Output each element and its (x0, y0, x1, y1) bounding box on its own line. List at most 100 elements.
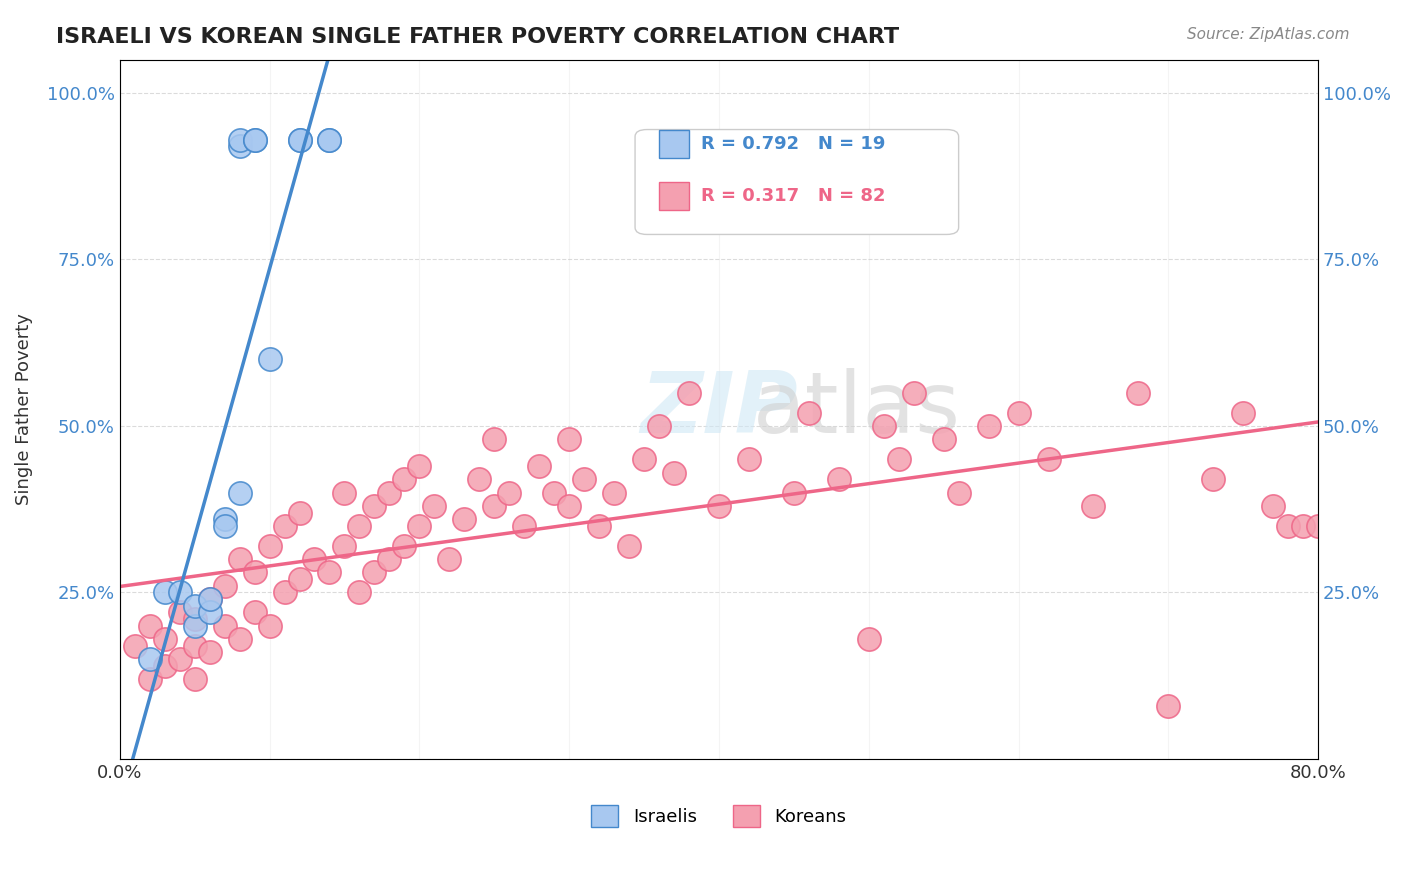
Koreans (378, 485, 401, 500)
Koreans (124, 639, 146, 653)
Koreans (1007, 406, 1029, 420)
Koreans (1292, 519, 1315, 533)
Koreans (363, 499, 385, 513)
Koreans (259, 619, 281, 633)
Israelis (198, 592, 221, 607)
Koreans (153, 658, 176, 673)
Koreans (243, 606, 266, 620)
Text: ZIP: ZIP (640, 368, 797, 450)
Israelis (288, 132, 311, 146)
Koreans (288, 572, 311, 586)
Koreans (1083, 499, 1105, 513)
Koreans (977, 419, 1000, 434)
Koreans (259, 539, 281, 553)
Koreans (1157, 698, 1180, 713)
Koreans (484, 432, 506, 446)
Koreans (873, 419, 896, 434)
Koreans (198, 592, 221, 607)
Koreans (1128, 385, 1150, 400)
Koreans (738, 452, 761, 467)
Koreans (439, 552, 461, 566)
Koreans (648, 419, 671, 434)
Israelis (169, 585, 191, 599)
FancyBboxPatch shape (636, 129, 959, 235)
Koreans (498, 485, 520, 500)
Koreans (797, 406, 820, 420)
Koreans (1232, 406, 1254, 420)
Koreans (198, 645, 221, 659)
Koreans (662, 466, 685, 480)
Y-axis label: Single Father Poverty: Single Father Poverty (15, 313, 32, 505)
Koreans (243, 566, 266, 580)
Koreans (527, 458, 550, 473)
Koreans (333, 485, 356, 500)
Israelis (228, 132, 250, 146)
Koreans (558, 432, 581, 446)
Koreans (887, 452, 910, 467)
Koreans (707, 499, 730, 513)
Koreans (378, 552, 401, 566)
Koreans (214, 619, 236, 633)
Koreans (228, 552, 250, 566)
Koreans (394, 472, 416, 486)
Koreans (858, 632, 880, 646)
Israelis (288, 132, 311, 146)
Koreans (214, 579, 236, 593)
Legend: Israelis, Koreans: Israelis, Koreans (583, 797, 853, 834)
Koreans (1202, 472, 1225, 486)
Koreans (932, 432, 955, 446)
Israelis (138, 652, 160, 666)
Israelis (153, 585, 176, 599)
Koreans (169, 652, 191, 666)
Koreans (453, 512, 475, 526)
Koreans (183, 672, 205, 686)
Koreans (318, 566, 340, 580)
Koreans (183, 612, 205, 626)
Israelis (214, 512, 236, 526)
Israelis (228, 139, 250, 153)
Koreans (273, 519, 295, 533)
Koreans (138, 672, 160, 686)
Israelis (259, 352, 281, 367)
Koreans (349, 585, 371, 599)
Text: R = 0.792   N = 19: R = 0.792 N = 19 (702, 135, 886, 153)
Text: R = 0.317   N = 82: R = 0.317 N = 82 (702, 187, 886, 205)
Koreans (513, 519, 536, 533)
Koreans (153, 632, 176, 646)
Israelis (243, 132, 266, 146)
Israelis (183, 619, 205, 633)
Israelis (214, 519, 236, 533)
Koreans (333, 539, 356, 553)
Israelis (318, 132, 340, 146)
Israelis (198, 606, 221, 620)
Koreans (1038, 452, 1060, 467)
Koreans (948, 485, 970, 500)
Koreans (603, 485, 626, 500)
Koreans (288, 506, 311, 520)
Koreans (588, 519, 610, 533)
Koreans (572, 472, 595, 486)
Koreans (558, 499, 581, 513)
Koreans (484, 499, 506, 513)
Koreans (304, 552, 326, 566)
Koreans (363, 566, 385, 580)
Koreans (468, 472, 491, 486)
Israelis (243, 132, 266, 146)
Koreans (1263, 499, 1285, 513)
Koreans (273, 585, 295, 599)
Koreans (783, 485, 806, 500)
Israelis (318, 132, 340, 146)
Koreans (543, 485, 565, 500)
Text: ISRAELI VS KOREAN SINGLE FATHER POVERTY CORRELATION CHART: ISRAELI VS KOREAN SINGLE FATHER POVERTY … (56, 27, 900, 46)
Koreans (408, 519, 430, 533)
Israelis (183, 599, 205, 613)
Koreans (183, 639, 205, 653)
Text: Source: ZipAtlas.com: Source: ZipAtlas.com (1187, 27, 1350, 42)
Koreans (349, 519, 371, 533)
Koreans (678, 385, 700, 400)
Text: atlas: atlas (752, 368, 960, 450)
Israelis (228, 485, 250, 500)
Koreans (228, 632, 250, 646)
Koreans (169, 606, 191, 620)
Bar (659, 182, 689, 210)
